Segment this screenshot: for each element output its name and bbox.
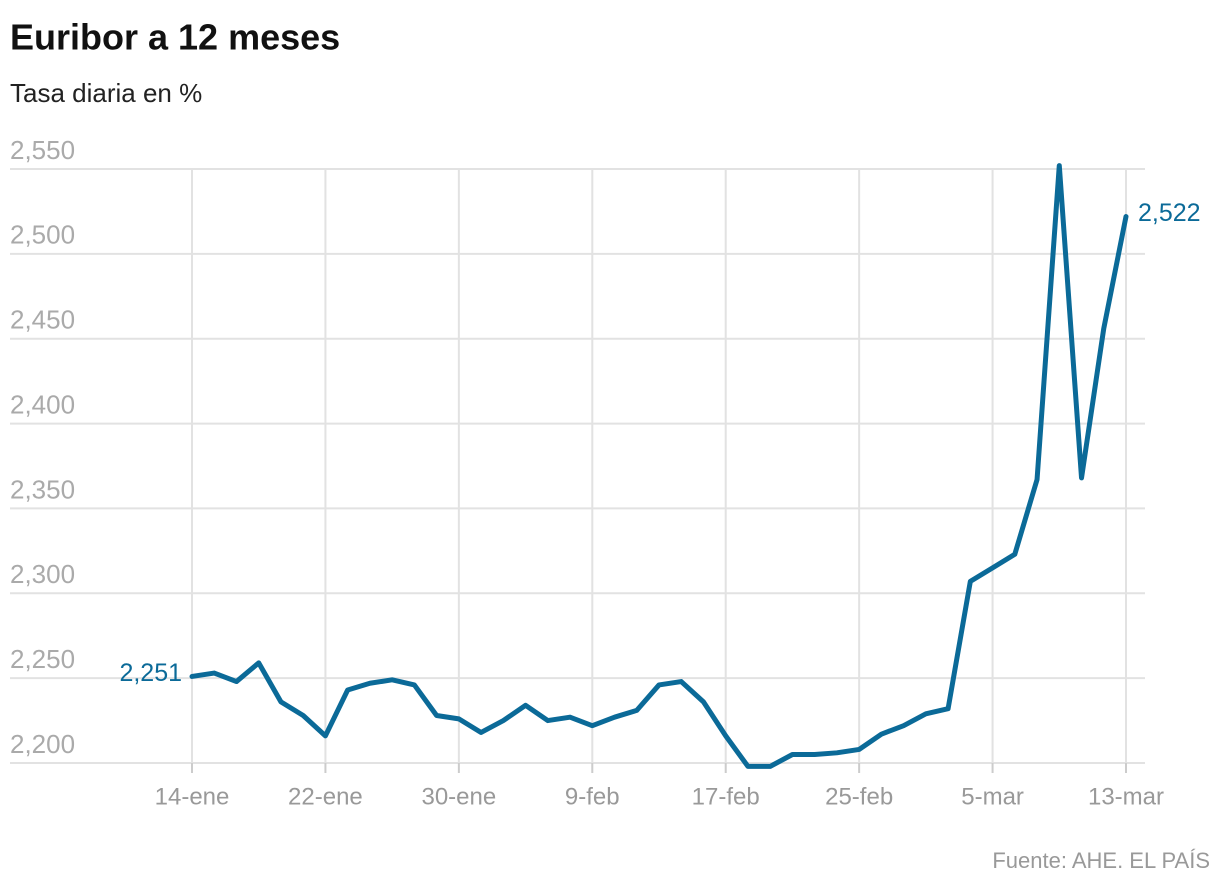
line (189, 163, 1129, 769)
y-tick-label: 2,300 (10, 559, 75, 589)
source: Fuente: AHE. EL PAÍS (992, 848, 1210, 873)
x-tick-label: 13-mar (1088, 783, 1164, 810)
x-tick-label: 9-feb (565, 783, 620, 810)
x-tick-label: 25-feb (825, 783, 893, 810)
y-tick-label: 2,200 (10, 729, 75, 759)
chart-title: Euribor a 12 meses (10, 17, 340, 58)
x-tick-label: 5-mar (961, 783, 1024, 810)
y-tick-label: 2,400 (10, 389, 75, 419)
y-tick-label: 2,550 (10, 135, 75, 165)
x-tick-label: 22-ene (288, 783, 363, 810)
y-tick-label: 2,450 (10, 305, 75, 335)
x-tick-label: 14-ene (155, 783, 230, 810)
value-label: 2,251 (119, 659, 182, 687)
y-tick-label: 2,500 (10, 220, 75, 250)
value-label: 2,522 (1138, 199, 1201, 227)
y-tick-label: 2,250 (10, 644, 75, 674)
y-tick-label: 2,350 (10, 474, 75, 504)
chart-subtitle: Tasa diaria en % (10, 78, 202, 108)
x-tick-label: 30-ene (421, 783, 496, 810)
x-tick-label: 17-feb (692, 783, 760, 810)
